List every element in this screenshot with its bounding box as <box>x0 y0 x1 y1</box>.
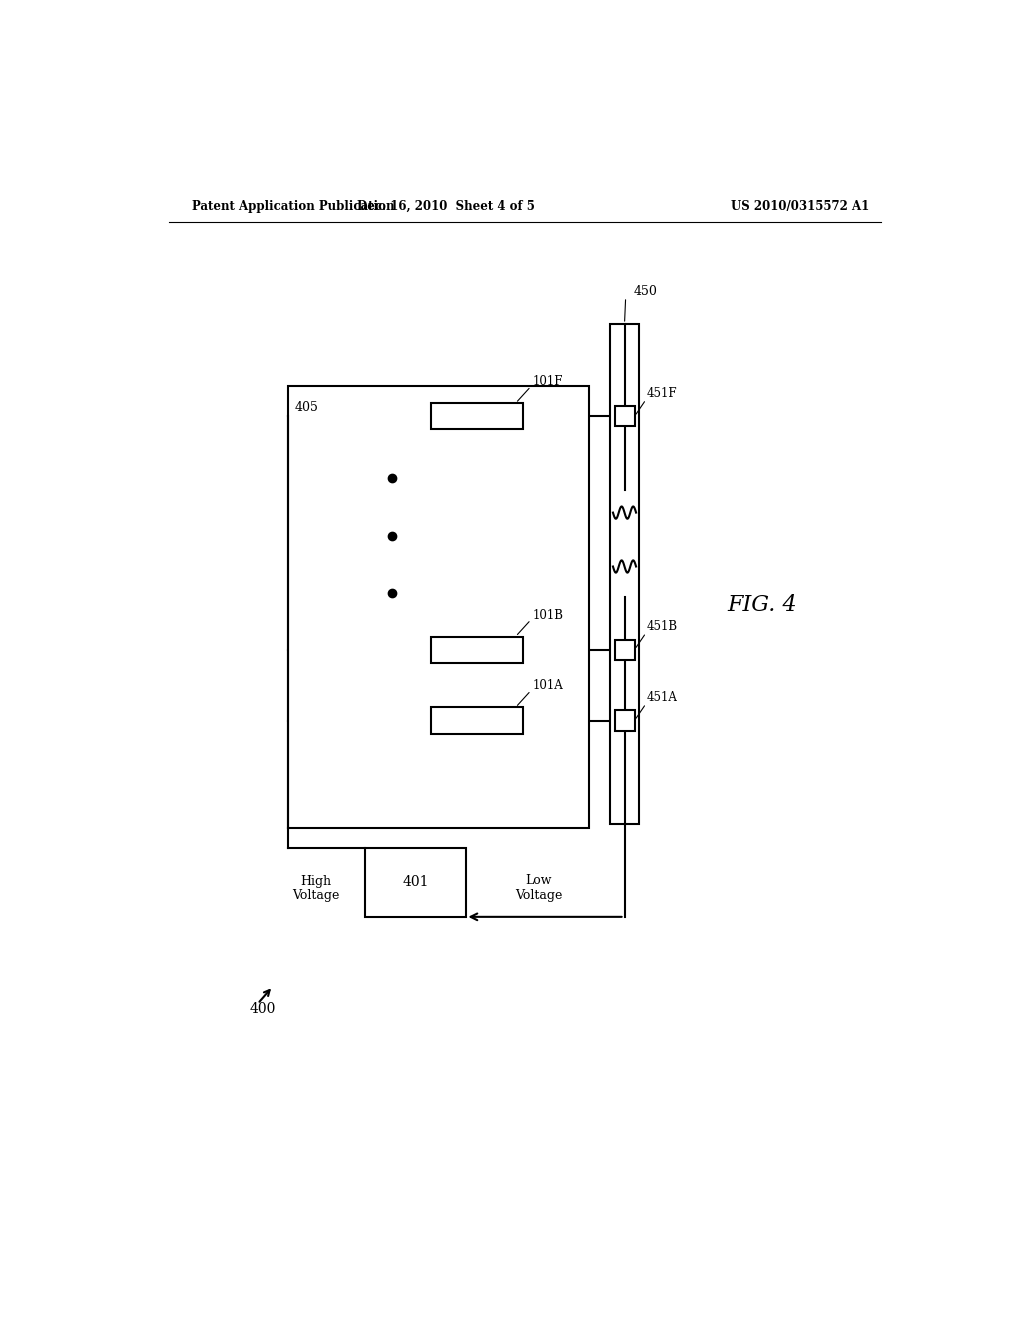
Bar <box>431 708 523 734</box>
Text: 451F: 451F <box>647 387 678 400</box>
Text: 101A: 101A <box>532 680 563 693</box>
Text: 451A: 451A <box>647 690 678 704</box>
Text: 400: 400 <box>250 1002 276 1016</box>
Bar <box>614 640 635 660</box>
Text: 401: 401 <box>402 875 429 890</box>
Text: US 2010/0315572 A1: US 2010/0315572 A1 <box>731 199 869 213</box>
Text: 405: 405 <box>295 400 318 413</box>
Text: 101B: 101B <box>532 609 563 622</box>
Text: High
Voltage: High Voltage <box>292 875 339 903</box>
Text: Patent Application Publication: Patent Application Publication <box>193 199 394 213</box>
Text: 101F: 101F <box>532 375 563 388</box>
Text: FIG. 4: FIG. 4 <box>727 594 797 616</box>
Text: 451B: 451B <box>647 620 678 634</box>
Text: Dec. 16, 2010  Sheet 4 of 5: Dec. 16, 2010 Sheet 4 of 5 <box>357 199 536 213</box>
Bar <box>289 385 589 829</box>
Bar <box>431 404 523 429</box>
Bar <box>431 636 523 663</box>
Bar <box>614 710 635 730</box>
Text: 450: 450 <box>634 285 657 298</box>
Bar <box>610 323 639 825</box>
Bar <box>366 847 466 917</box>
Text: Low
Voltage: Low Voltage <box>515 875 562 903</box>
Bar <box>614 407 635 426</box>
